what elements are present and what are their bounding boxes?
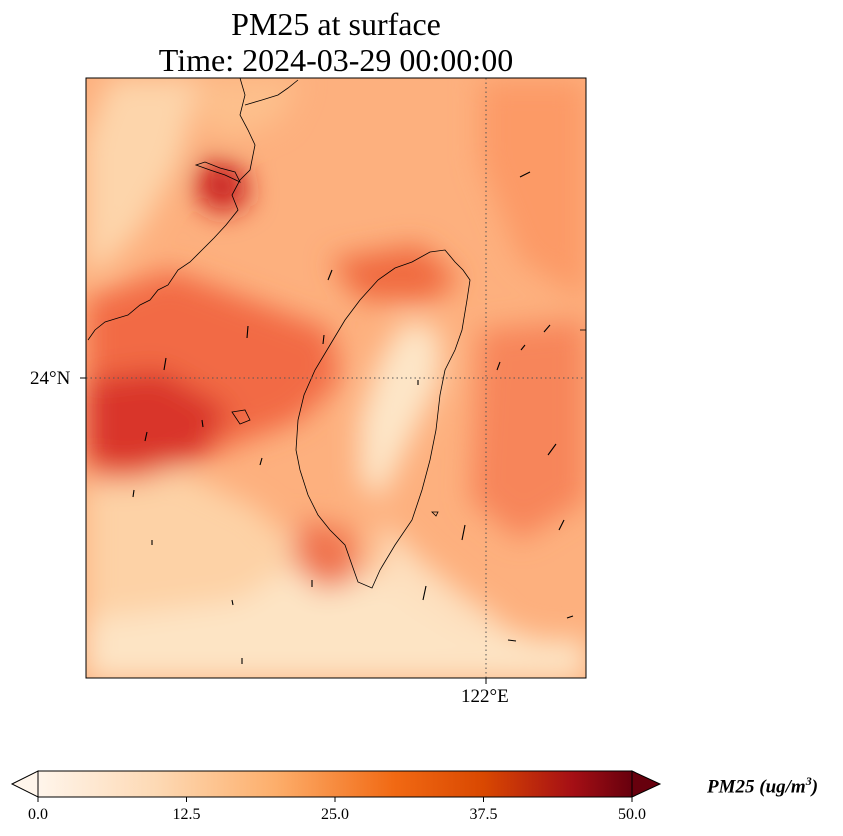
map-title-line2: Time: 2024-03-29 00:00:00 bbox=[158, 42, 514, 78]
colorbar-tick-label: 37.5 bbox=[469, 806, 498, 823]
map-title-line1: PM25 at surface bbox=[231, 6, 441, 42]
colorbar-min-extend bbox=[10, 770, 39, 798]
colorbar-gradient bbox=[37, 770, 633, 798]
colorbar-tick-label: 25.0 bbox=[321, 806, 349, 823]
coastline bbox=[87, 78, 586, 589]
colorbar-label: PM25 (ug/m3) bbox=[707, 774, 819, 798]
pm25-field bbox=[86, 78, 586, 678]
colorbar-ticks bbox=[37, 797, 633, 802]
longitude-tick-label: 122°E bbox=[461, 686, 509, 707]
gridlines bbox=[86, 78, 586, 678]
pm25-map bbox=[80, 77, 587, 684]
colorbar-tick-label: 12.5 bbox=[172, 806, 201, 823]
colorbar-tick-label: 0.0 bbox=[28, 806, 48, 823]
latitude-tick-label: 24°N bbox=[30, 368, 71, 389]
wind-vectors bbox=[132, 171, 574, 664]
colorbar-max-extend bbox=[631, 770, 662, 798]
colorbar-tick-label: 50.0 bbox=[618, 806, 646, 823]
colorbar bbox=[10, 770, 662, 802]
